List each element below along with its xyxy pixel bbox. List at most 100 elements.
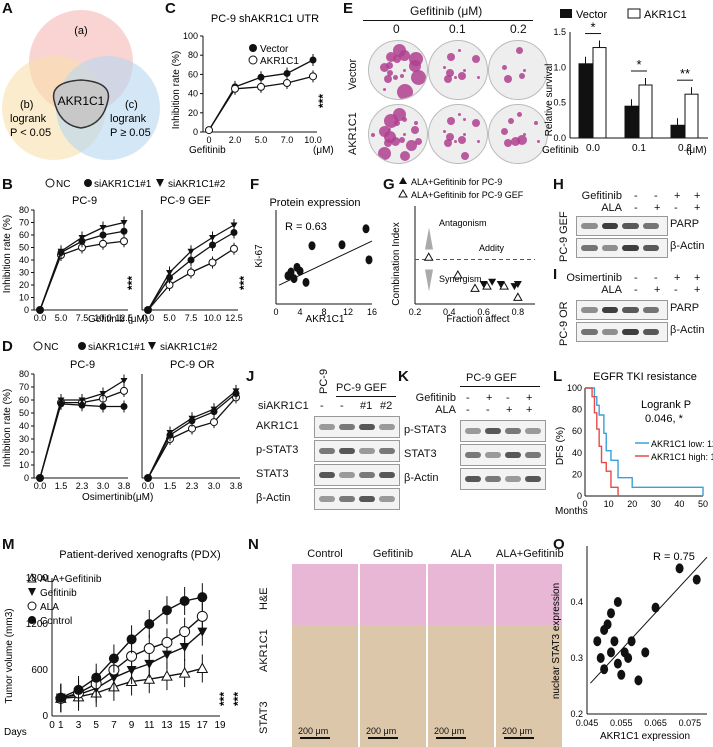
panel-label-h: H: [553, 176, 564, 193]
m-point-3-5: [144, 619, 155, 629]
m-point-0-7: [178, 667, 191, 678]
g-xlabel: Fraction affect: [446, 314, 509, 325]
colony-dish: [488, 40, 548, 100]
b1-ytick-8: 80: [19, 205, 29, 215]
i-band-0-1: [601, 307, 618, 313]
d1-point-2-3: [99, 391, 107, 397]
l-ylabel: DFS (%): [555, 427, 566, 465]
o-ytick-2: 0.4: [570, 597, 583, 607]
o-r: R = 0.75: [653, 551, 695, 563]
b2-point-2-4: [230, 222, 238, 229]
o-point-4: [603, 619, 612, 630]
panel-label-k: K: [398, 368, 409, 385]
h-band-1-0: [581, 245, 598, 251]
panel-label-o: O: [553, 536, 565, 553]
c-ytick-1: 20: [188, 108, 198, 118]
d-legend-2: siAKR1C1#1: [88, 342, 146, 353]
n-tile-0-3: [496, 564, 562, 625]
j-band-0-1: [339, 424, 355, 430]
m-point-2-7: [179, 626, 191, 638]
i-band-row-1: [576, 322, 668, 342]
g-gef-point-4: [499, 281, 510, 290]
n-scalebar-1: [368, 737, 398, 739]
g-pc9-point-2: [496, 280, 505, 288]
panel-label-d: D: [2, 338, 13, 355]
f-point-5: [302, 277, 310, 287]
k-treat-0: Gefitinib: [415, 392, 456, 404]
g-arrow-up: [425, 227, 433, 250]
d-legend-1: NC: [44, 342, 58, 353]
k-treat-1: ALA: [435, 404, 456, 416]
k-band-1-1: [485, 452, 501, 458]
panel-label-f: F: [250, 176, 260, 193]
m-xtick-4: 7: [111, 720, 117, 731]
b-sig-2: ***: [237, 276, 250, 290]
i-sign-1-3: +: [694, 284, 701, 296]
g-legend-2: ALA+Gefitinib for PC-9 GEF: [411, 190, 524, 200]
d1-ytick-2: 20: [19, 447, 29, 457]
b1-point-2-1: [57, 248, 65, 255]
k-sign-0-1: +: [486, 392, 493, 404]
chart-c-legend-2: AKR1C1: [260, 56, 299, 67]
b2-point-0-4: [230, 244, 238, 253]
h-treat-1: ALA: [601, 202, 622, 214]
e-ytick-3: 1.5: [553, 27, 566, 37]
m-legend-2: Gefitinib: [40, 588, 77, 599]
f-point-6: [308, 241, 316, 251]
n-col-0: Control: [307, 548, 343, 560]
d1-xtick-1: 1.5: [55, 481, 68, 491]
d-xlabel: Osimertinib(μM): [82, 492, 153, 503]
o-ytick-1: 0.3: [570, 653, 583, 663]
m-point-1-4: [126, 666, 137, 675]
panel-label-b: B: [2, 176, 13, 193]
panel-label-c: C: [165, 0, 176, 17]
l-xtick-5: 50: [698, 499, 708, 509]
d1-ytick-7: 70: [19, 382, 29, 392]
i-sign-1-2: -: [674, 284, 678, 296]
h-band-0-1: [601, 223, 618, 229]
j-band-row-0: [314, 416, 400, 438]
d1-ytick-0: 0: [24, 473, 29, 483]
h-band-1-2: [622, 245, 639, 251]
k-band-2-0: [465, 476, 481, 482]
b2-xtick-3: 10.0: [204, 313, 222, 323]
m-point-1-7: [179, 643, 190, 652]
colony-dish: [428, 104, 488, 164]
b2-xtick-1: 5.0: [163, 313, 176, 323]
g-arrow-down: [425, 269, 433, 292]
b1-point-2-2: [78, 235, 86, 241]
d2-point-2-3: [210, 406, 218, 413]
d1-ytick-1: 10: [19, 460, 29, 470]
panel-label-n: N: [248, 536, 259, 553]
d1-ytick-5: 50: [19, 408, 29, 418]
o-point-0: [593, 636, 602, 647]
m-ylabel: Tumor volume (mm3): [4, 608, 15, 703]
c-xtick-0: 0: [206, 135, 211, 145]
i-sign-0-2: +: [674, 272, 681, 284]
d1-ytick-3: 30: [19, 434, 29, 444]
j-band-2-0: [319, 472, 335, 478]
panel-label-j: J: [246, 368, 255, 385]
h-band-label-0: PARP: [670, 218, 700, 230]
k-band-row-1: [460, 444, 546, 466]
l-ytick-2: 40: [572, 448, 582, 458]
e-xtick-1: 0.1: [632, 143, 646, 154]
m-point-0-5: [143, 673, 156, 684]
g-xtick-1: 0.4: [443, 307, 456, 317]
m-xtick-2: 3: [76, 720, 82, 731]
n-col-3: ALA+Gefitinib: [496, 548, 564, 560]
colony-dose-2: 0.2: [510, 22, 527, 36]
n-tile-2-0: 200 μm: [292, 686, 358, 747]
c-point-0-4: [309, 56, 317, 64]
l-curve-1: [585, 387, 619, 496]
n-tile-1-3: [496, 625, 562, 686]
f-point-4: [296, 266, 304, 276]
j-band-2-1: [339, 472, 355, 478]
d-legend-3: siAKR1C1#2: [160, 342, 218, 353]
j-band-3-0: [319, 496, 335, 502]
venn-center: AKR1C1: [58, 94, 105, 108]
m-point-3-1: [73, 684, 84, 695]
n-row-0: H&E: [258, 587, 270, 610]
l-curve-0: [585, 387, 704, 496]
b1-point-0-4: [120, 237, 128, 246]
